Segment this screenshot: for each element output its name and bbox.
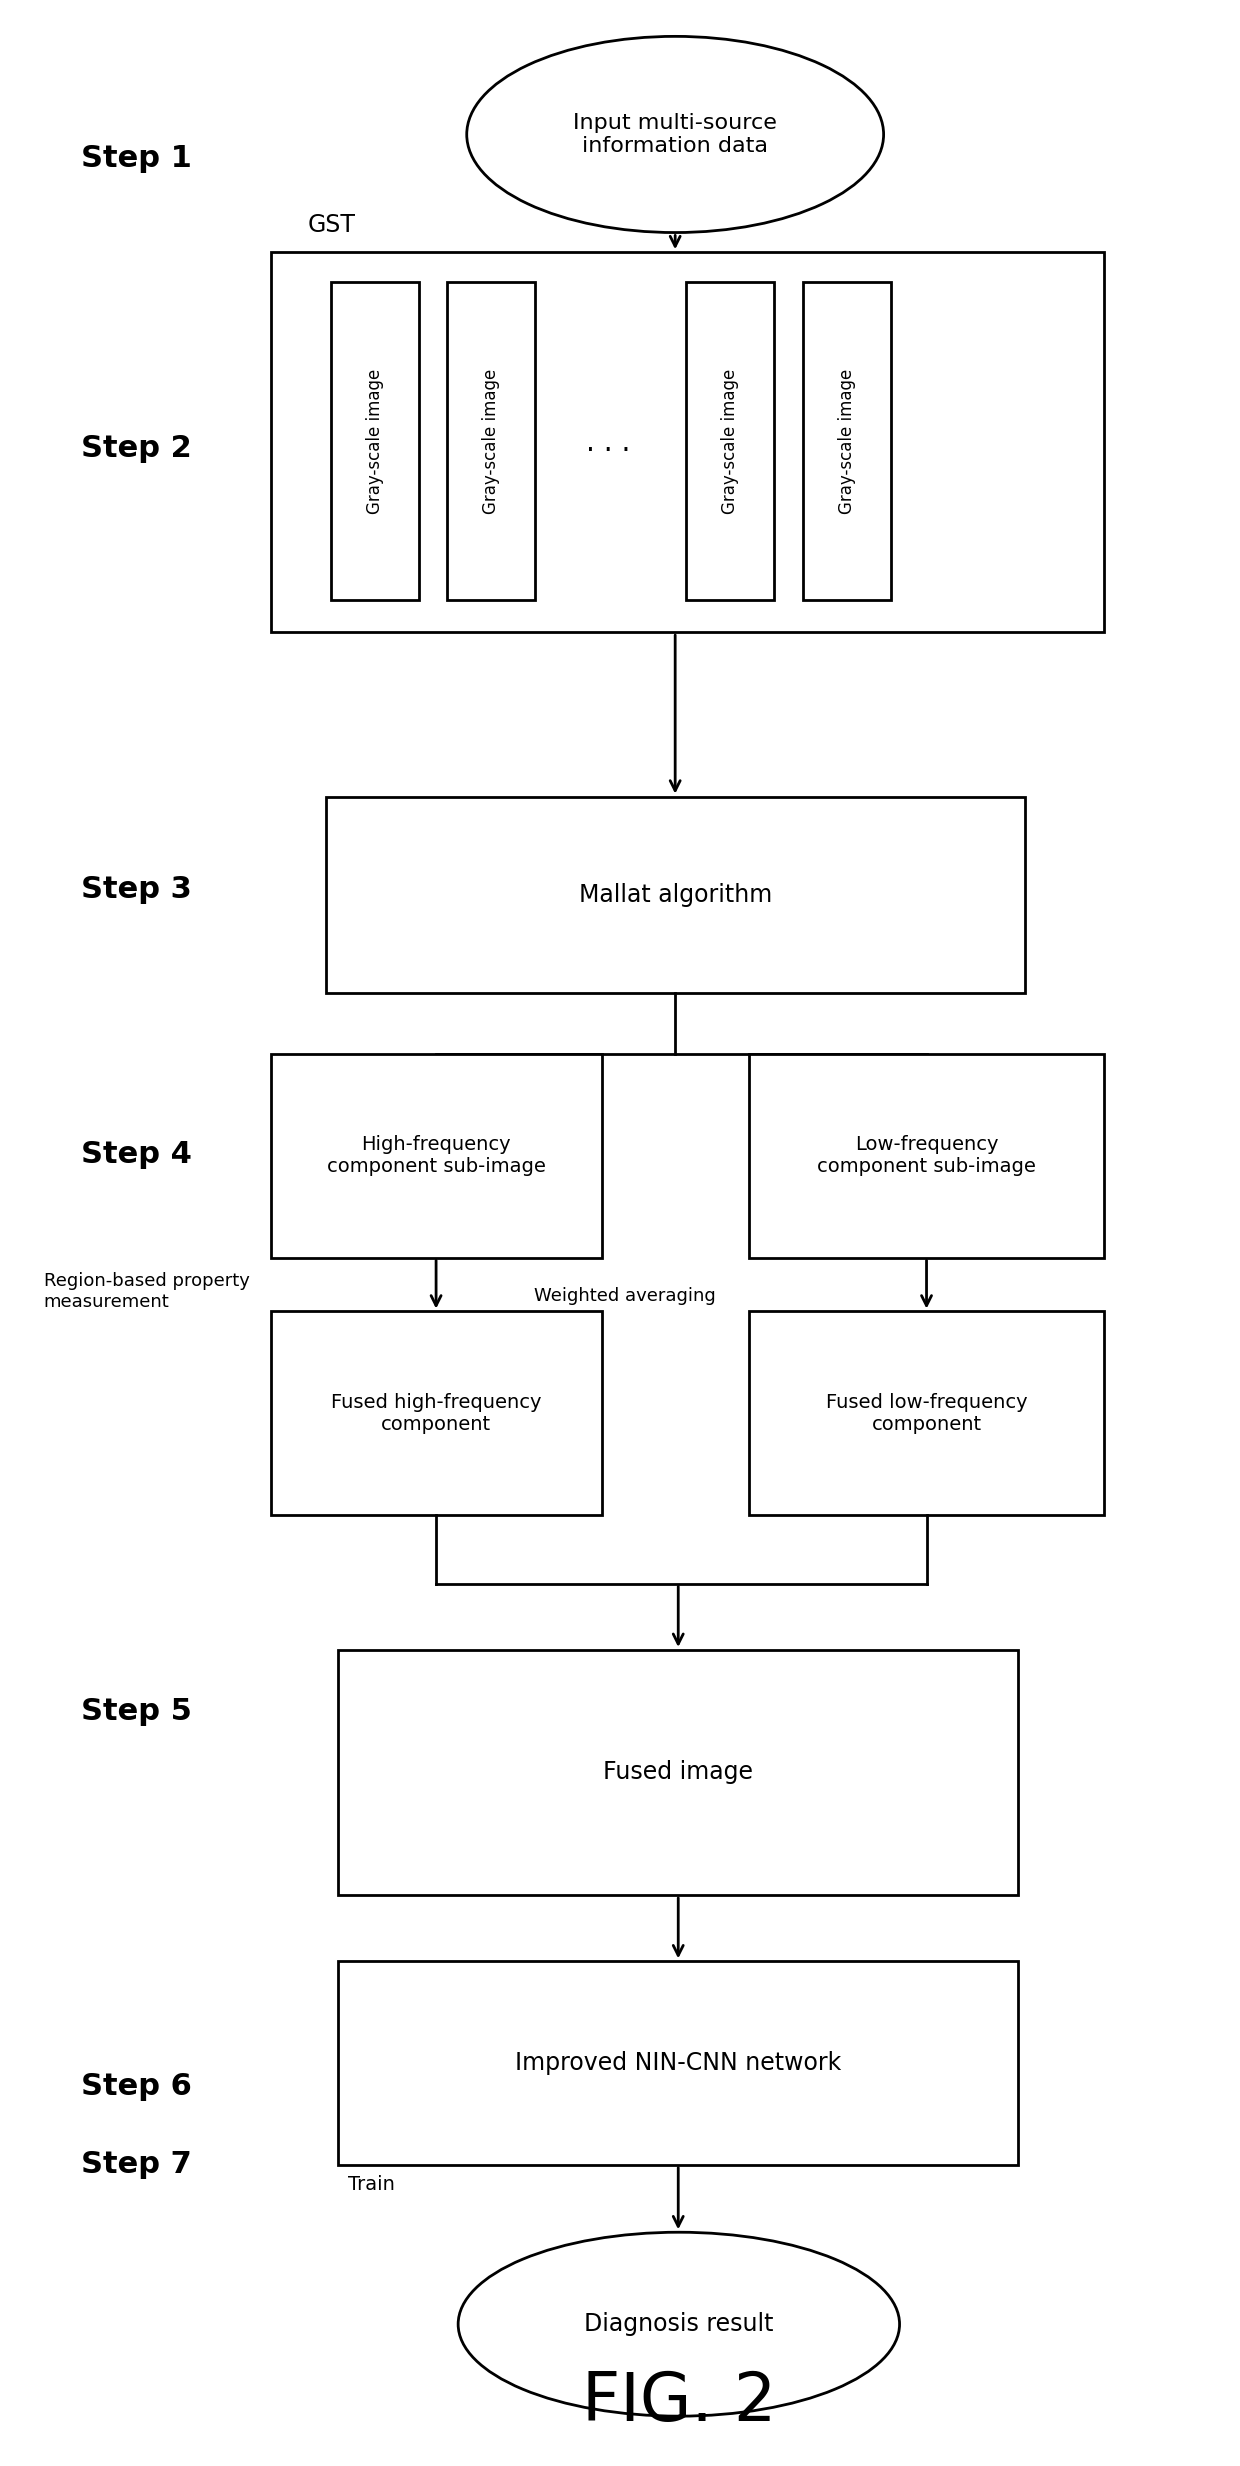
Text: Low-frequency
component sub-image: Low-frequency component sub-image <box>817 1134 1035 1176</box>
Text: Improved NIN-CNN network: Improved NIN-CNN network <box>515 2052 842 2074</box>
Text: Fused low-frequency
component: Fused low-frequency component <box>826 1393 1028 1433</box>
Text: Fused image: Fused image <box>603 1761 753 1785</box>
Text: Region-based property
measurement: Region-based property measurement <box>43 1272 249 1312</box>
Bar <box>331 281 419 599</box>
Text: Train: Train <box>347 2175 394 2195</box>
Text: FIG. 2: FIG. 2 <box>582 2367 776 2434</box>
Bar <box>686 281 775 599</box>
Bar <box>339 1650 1018 1894</box>
Text: Gray-scale image: Gray-scale image <box>366 367 383 513</box>
Ellipse shape <box>458 2232 899 2417</box>
Text: Step 7: Step 7 <box>81 2150 191 2180</box>
Text: Mallat algorithm: Mallat algorithm <box>579 883 771 907</box>
Text: Input multi-source
information data: Input multi-source information data <box>573 113 777 155</box>
Text: Step 4: Step 4 <box>81 1139 191 1169</box>
Bar <box>339 1960 1018 2165</box>
Bar <box>802 281 892 599</box>
Bar <box>326 797 1024 994</box>
Text: Step 6: Step 6 <box>81 2071 191 2101</box>
Bar <box>270 252 1105 631</box>
Bar <box>448 281 536 599</box>
Ellipse shape <box>466 37 884 232</box>
Text: Step 2: Step 2 <box>81 434 191 464</box>
Bar <box>270 1053 601 1258</box>
Bar <box>270 1312 601 1514</box>
Text: Gray-scale image: Gray-scale image <box>838 367 856 513</box>
Text: Weighted averaging: Weighted averaging <box>534 1287 715 1305</box>
Bar <box>749 1053 1105 1258</box>
Text: GST: GST <box>308 215 356 237</box>
Text: Step 5: Step 5 <box>81 1697 191 1726</box>
Text: Step 1: Step 1 <box>81 145 191 173</box>
Text: Gray-scale image: Gray-scale image <box>482 367 500 513</box>
Bar <box>749 1312 1105 1514</box>
Text: . . .: . . . <box>585 429 630 456</box>
Text: High-frequency
component sub-image: High-frequency component sub-image <box>326 1134 546 1176</box>
Text: Fused high-frequency
component: Fused high-frequency component <box>331 1393 542 1433</box>
Text: Gray-scale image: Gray-scale image <box>722 367 739 513</box>
Text: Diagnosis result: Diagnosis result <box>584 2313 774 2335</box>
Text: Step 3: Step 3 <box>81 875 191 905</box>
